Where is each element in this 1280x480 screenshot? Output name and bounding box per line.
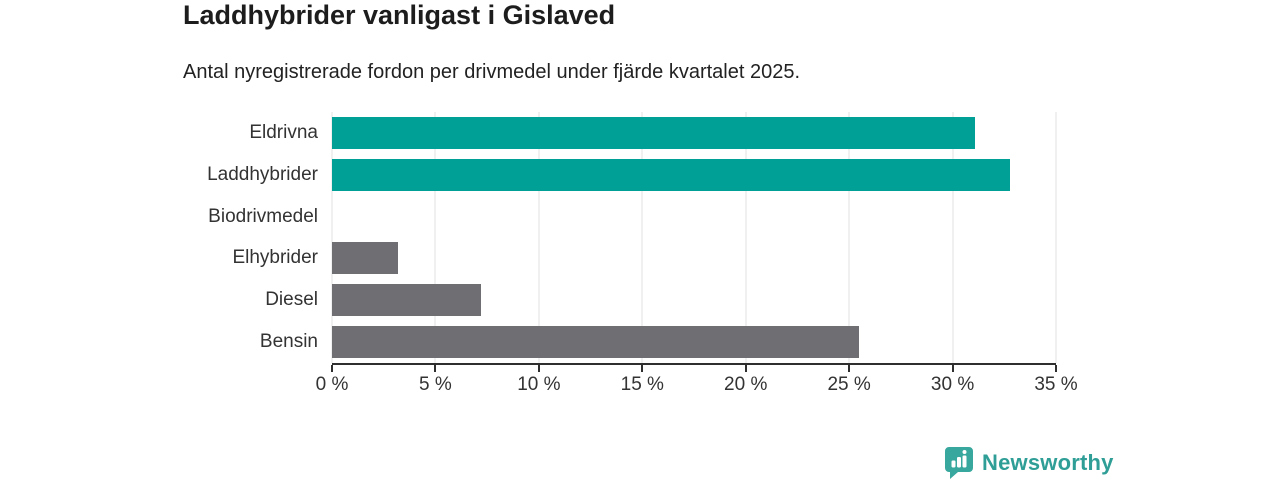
axis-tick-label: 25 % — [827, 374, 871, 395]
chart-title: Laddhybrider vanligast i Gislaved — [183, 0, 616, 30]
gridline — [641, 112, 643, 363]
gridline — [952, 112, 954, 363]
axis-tick-label: 10 % — [517, 374, 561, 395]
newsworthy-icon — [945, 447, 973, 479]
bar-chart: Eldrivna Laddhybrider Biodrivmedel Elhybrid… — [183, 112, 1078, 397]
axis-tick — [1055, 365, 1057, 372]
bar-row: Bensin — [183, 321, 1056, 363]
bar-row: Eldrivna — [183, 112, 1056, 154]
bar-rows: Eldrivna Laddhybrider Biodrivmedel Elhybrid… — [183, 112, 1056, 363]
bar — [332, 116, 976, 149]
x-axis-line — [332, 363, 1056, 365]
axis-tick — [537, 365, 540, 372]
bar-row: Biodrivmedel — [183, 196, 1056, 238]
axis-tick-label: 0 % — [315, 374, 349, 395]
axis-tick — [641, 365, 644, 372]
axis-tick-label: 30 % — [930, 374, 975, 395]
bar-row: Diesel — [183, 279, 1056, 321]
newsworthy-logo: Newsworthy — [944, 446, 1114, 480]
bar — [332, 326, 860, 359]
gridline — [331, 112, 333, 363]
bar-track — [332, 237, 1056, 279]
category-label: Laddhybrider — [207, 163, 318, 185]
category-label: Eldrivna — [249, 121, 318, 143]
bar-track — [332, 112, 1056, 154]
category-label: Bensin — [259, 331, 318, 353]
bar-track — [332, 321, 1056, 363]
gridline — [745, 112, 747, 363]
gridline — [538, 112, 540, 363]
axis-tick-label: 5 % — [419, 374, 452, 395]
bar — [332, 284, 481, 317]
gridline — [848, 112, 850, 363]
category-label: Elhybrider — [232, 247, 318, 269]
gridline — [1055, 112, 1057, 363]
x-axis: 0 % 5 % 10 % 15 % 20 % 25 % 30 % 35 % — [316, 363, 1078, 397]
axis-tick — [951, 365, 954, 372]
bar — [332, 242, 399, 275]
bar-row: Laddhybrider — [183, 154, 1056, 196]
axis-tick-label: 35 % — [1034, 374, 1078, 395]
gridlines — [331, 112, 1057, 363]
bar-row: Elhybrider — [183, 237, 1056, 279]
axis-tick — [331, 365, 333, 372]
axis-tick — [848, 365, 851, 372]
axis-tick — [434, 365, 437, 372]
gridline — [434, 112, 436, 363]
plot-area: Eldrivna Laddhybrider Biodrivmedel Elhybrid… — [183, 112, 1057, 363]
axis-tick — [744, 365, 747, 372]
category-label: Diesel — [265, 289, 318, 311]
bar-track — [332, 196, 1056, 238]
newsworthy-wordmark: Newsworthy — [982, 450, 1114, 475]
chart-subtitle: Antal nyregistrerade fordon per drivmede… — [183, 61, 801, 83]
axis-tick-label: 15 % — [620, 374, 664, 395]
bar-track — [332, 154, 1056, 196]
bar — [332, 158, 1011, 191]
category-label: Biodrivmedel — [208, 205, 318, 227]
axis-tick-label: 20 % — [724, 374, 768, 395]
bar-track — [332, 279, 1056, 321]
